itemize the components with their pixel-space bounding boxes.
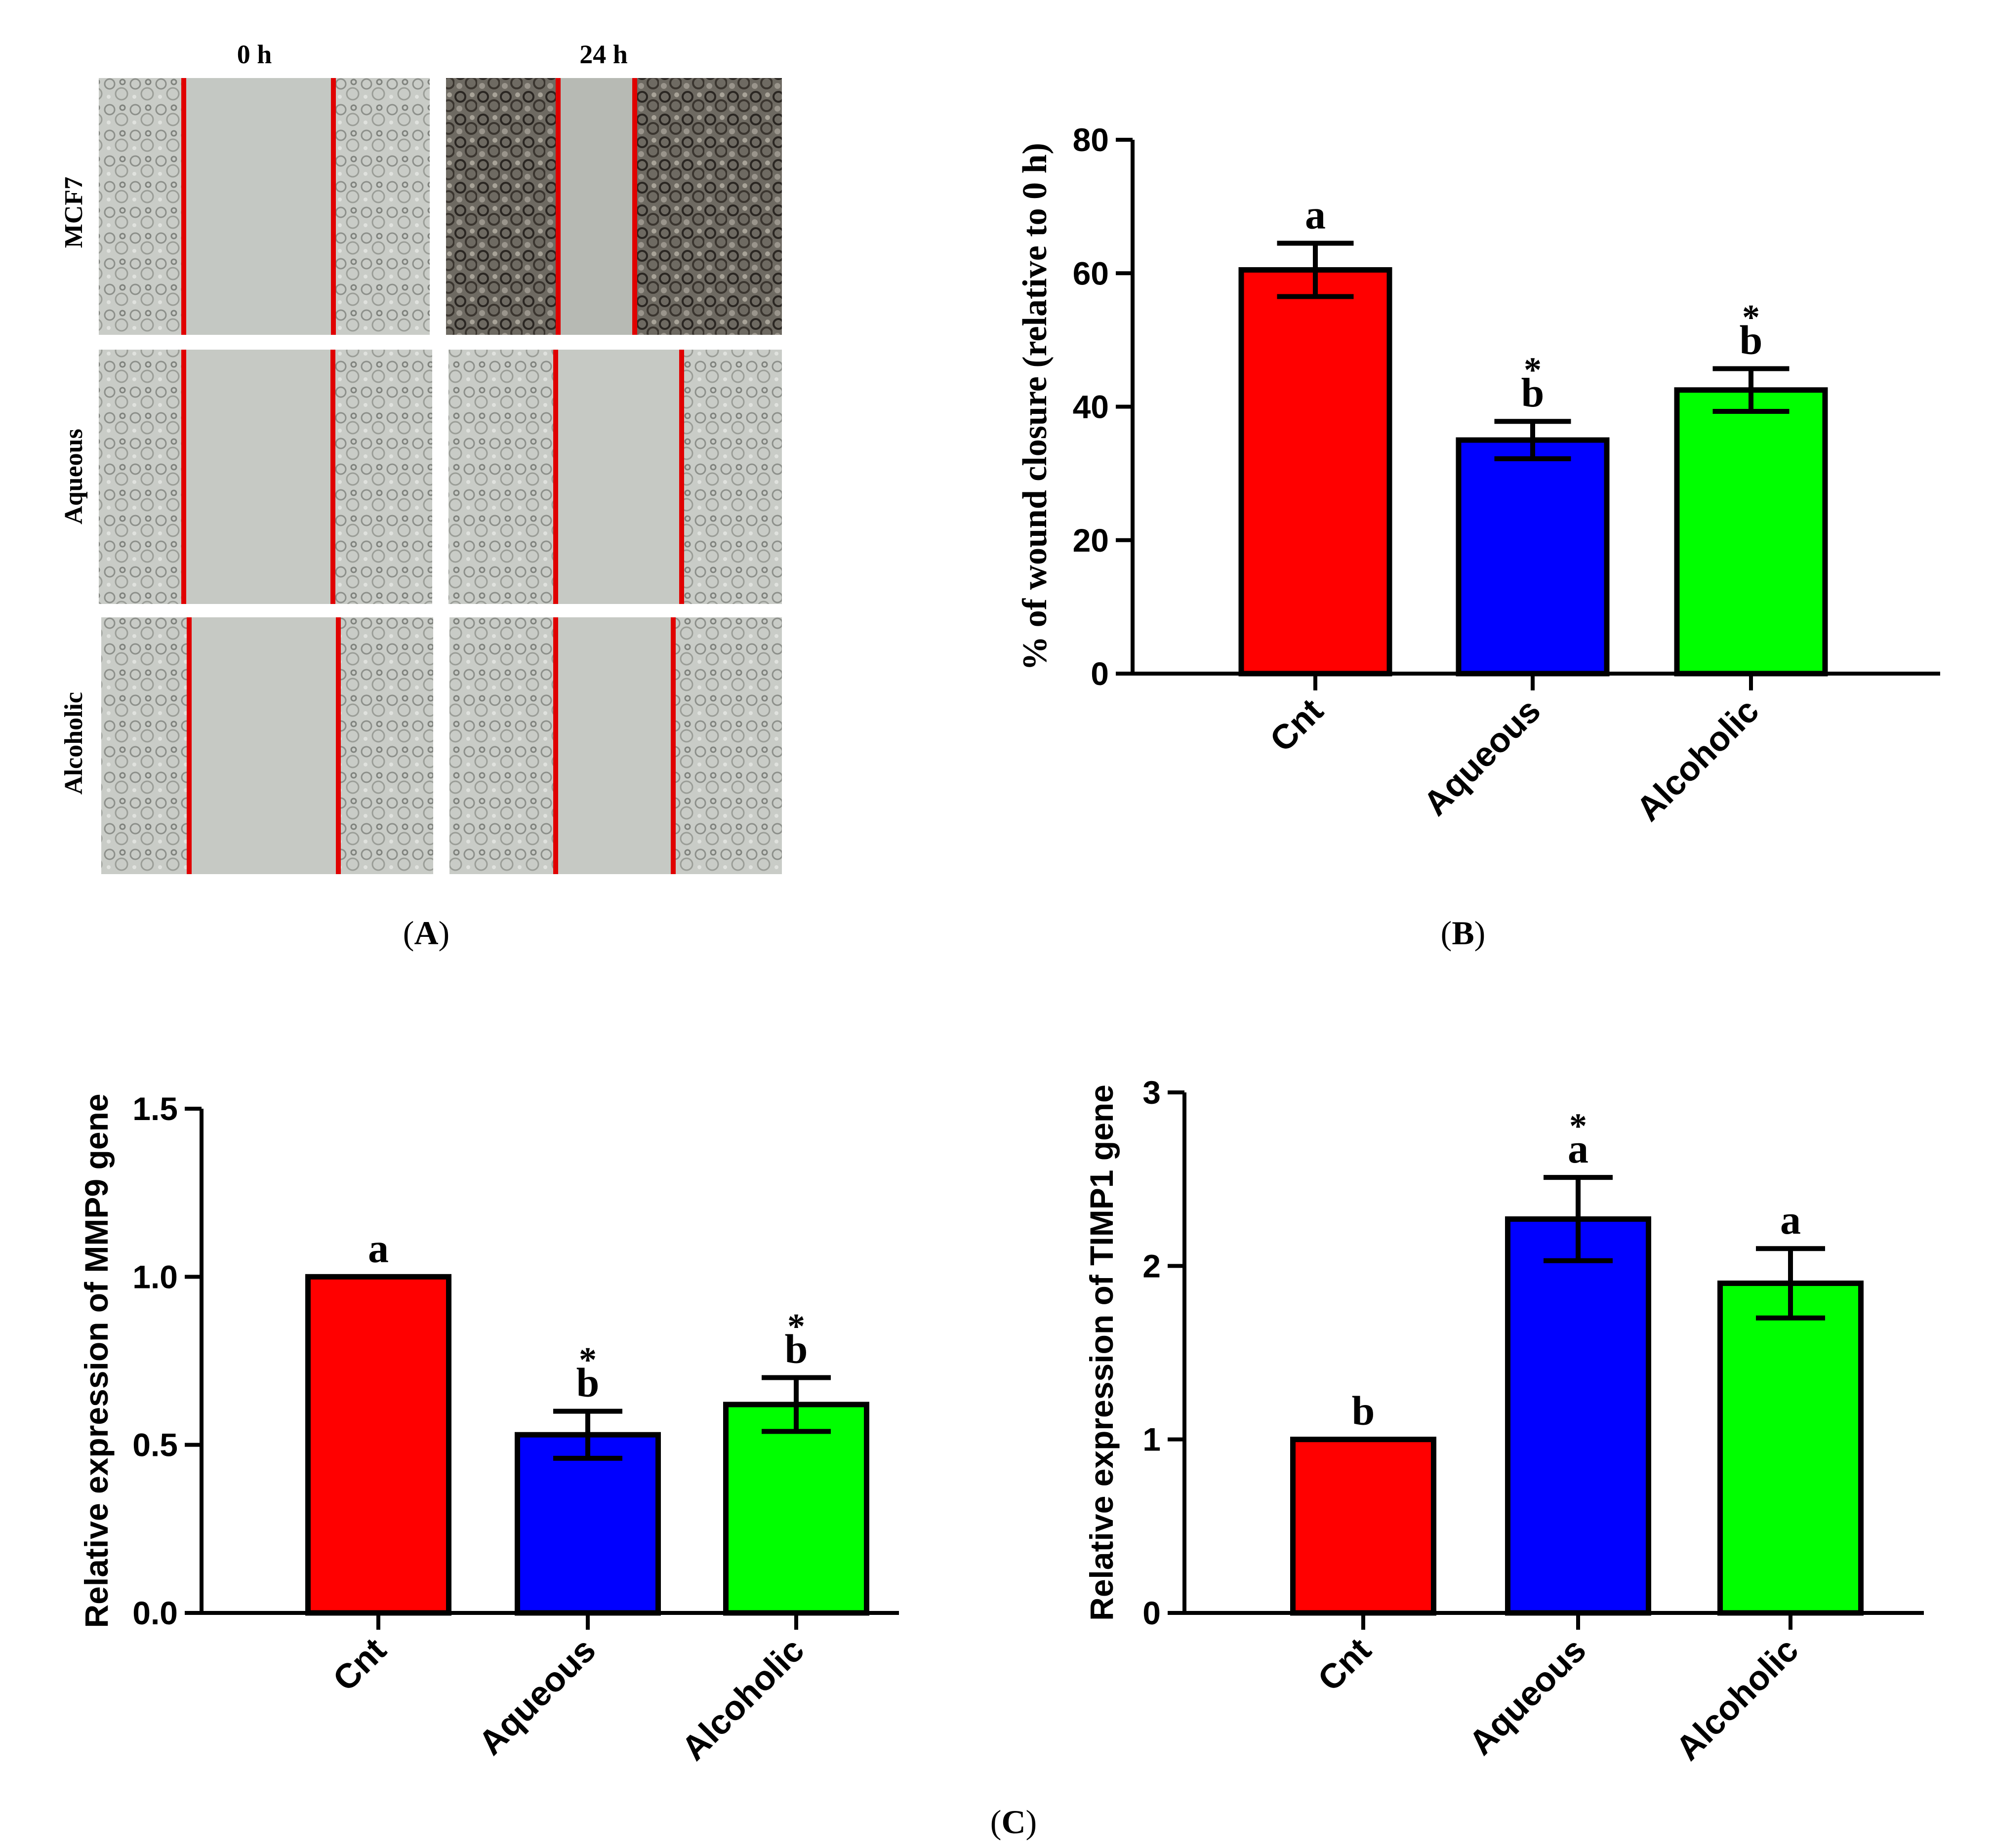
x-tick-label: Aqueous bbox=[471, 1630, 603, 1762]
panel-label-a: (A) bbox=[403, 914, 449, 952]
x-tick-label: Alcoholic bbox=[674, 1630, 812, 1768]
x-tick-label: Cnt bbox=[1310, 1630, 1379, 1698]
chart-timp1-expression: 0 1 2 3 Relative expression of TIMP1 gene b Cn… bbox=[1083, 1074, 1924, 1768]
bar-aqueous bbox=[1505, 1216, 1651, 1616]
y-tick-label: 1.0 bbox=[132, 1258, 178, 1295]
panel-label-c: (C) bbox=[990, 1803, 1037, 1841]
micrograph-mcf7-0h bbox=[99, 78, 430, 335]
y-tick-label: 2 bbox=[1142, 1247, 1161, 1284]
y-tick-label: 20 bbox=[1073, 522, 1109, 559]
y-tick-label: 0 bbox=[1142, 1595, 1161, 1631]
bar-alcoholic bbox=[723, 1402, 869, 1616]
x-tick-label: Cnt bbox=[1262, 691, 1331, 759]
significance-letter: a bbox=[1568, 1126, 1588, 1172]
column-header-0h: 0 h bbox=[237, 40, 272, 69]
bar-alcoholic bbox=[1717, 1280, 1864, 1616]
row-label-mcf7: MCF7 bbox=[60, 177, 88, 248]
y-axis-title: Relative expression of TIMP1 gene bbox=[1083, 1085, 1120, 1621]
bar-alcoholic bbox=[1674, 387, 1828, 677]
column-header-24h: 24 h bbox=[579, 40, 628, 69]
panel-label-b: (B) bbox=[1441, 914, 1486, 952]
x-tick-label: Aqueous bbox=[1462, 1630, 1593, 1762]
significance-letter: b bbox=[1740, 317, 1763, 363]
significance-letter: b bbox=[1521, 370, 1545, 416]
x-tick-label: Alcoholic bbox=[1629, 691, 1766, 828]
y-tick-label: 1 bbox=[1142, 1421, 1161, 1458]
x-tick-label: Alcoholic bbox=[1668, 1630, 1806, 1768]
chart-wound-closure: 0 20 40 60 80 % of wound closure (relative to… bbox=[1016, 121, 1940, 828]
chart-mmp9-expression: 0.0 0.5 1.0 1.5 Relative expression of MMP9 … bbox=[78, 1090, 899, 1768]
significance-letter: a bbox=[368, 1225, 389, 1271]
significance-star: * bbox=[1569, 1106, 1587, 1146]
y-tick-label: 0 bbox=[1091, 655, 1109, 692]
y-tick-label: 0.5 bbox=[132, 1427, 178, 1463]
y-tick-label: 1.5 bbox=[132, 1090, 178, 1127]
y-tick-label: 3 bbox=[1142, 1074, 1161, 1111]
significance-star: * bbox=[1524, 350, 1542, 390]
bar-aqueous bbox=[515, 1432, 661, 1616]
micrograph-alcoholic-24h bbox=[449, 617, 782, 874]
micrograph-aqueous-0h bbox=[99, 350, 432, 604]
bar-aqueous bbox=[1456, 437, 1610, 677]
significance-letter: b bbox=[1352, 1388, 1375, 1434]
micrograph-aqueous-24h bbox=[448, 350, 782, 604]
significance-letter: a bbox=[1305, 192, 1326, 238]
significance-star: * bbox=[787, 1307, 805, 1346]
y-tick-label: 80 bbox=[1073, 121, 1109, 158]
significance-letter: b bbox=[785, 1326, 808, 1372]
row-label-aqueous: Aqueous bbox=[60, 429, 88, 524]
y-axis-title: Relative expression of MMP9 gene bbox=[78, 1093, 115, 1628]
significance-letter: a bbox=[1780, 1197, 1801, 1243]
significance-letter: b bbox=[576, 1360, 600, 1406]
bar-cnt bbox=[1290, 1437, 1436, 1616]
significance-star: * bbox=[579, 1340, 597, 1380]
panel-a: 0 h 24 h MCF7 Aqueous Alcoholic bbox=[60, 40, 782, 952]
y-tick-label: 60 bbox=[1073, 255, 1109, 291]
bar-cnt bbox=[305, 1274, 451, 1616]
x-tick-label: Aqueous bbox=[1416, 691, 1548, 823]
micrograph-alcoholic-0h bbox=[101, 617, 433, 874]
row-label-alcoholic: Alcoholic bbox=[60, 692, 88, 795]
bar-cnt bbox=[1238, 267, 1392, 677]
significance-star: * bbox=[1742, 297, 1760, 337]
y-tick-label: 0.0 bbox=[132, 1595, 178, 1631]
y-tick-label: 40 bbox=[1073, 389, 1109, 425]
micrograph-mcf7-24h bbox=[446, 78, 782, 335]
x-tick-label: Cnt bbox=[326, 1630, 394, 1698]
y-axis-title: % of wound closure (relative to 0 h) bbox=[1016, 143, 1054, 671]
